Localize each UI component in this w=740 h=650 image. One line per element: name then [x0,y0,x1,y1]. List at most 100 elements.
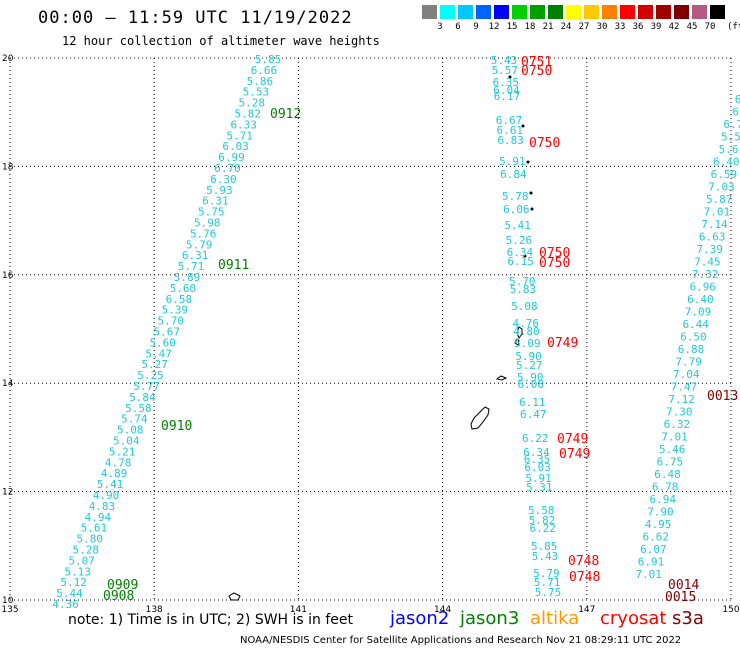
lat-lon-grid: 135 138 141 144 147 150 10 12 14 16 18 20 [1,54,739,615]
pass-time-label: 0908 [103,589,134,604]
swh-value: 6.62 [643,531,670,544]
pass-time-label: 0015 [665,590,696,605]
swh-value: 6.88 [678,343,705,356]
swh-value: 5.53 [243,86,270,99]
pass-time-label: 0750 [539,246,570,261]
islet [523,254,527,258]
swh-value: 6.40 [687,293,714,306]
swh-value: 6.70 [214,162,241,175]
swh-value: 4.80 [513,325,540,338]
swh-value: 6.48 [654,468,681,481]
swh-value: 6.33 [230,118,257,131]
swh-value: 5.85 [255,53,282,66]
swh-value: 7.32 [692,268,719,281]
swh-value: 7.14 [701,218,728,231]
legend-label: 33 [614,22,626,32]
legend-label: 15 [506,22,518,32]
swh-value: 5.71 [534,576,561,589]
swh-value: 7.01 [704,206,731,219]
legend-label: 9 [473,22,479,32]
swh-value: 6.22 [522,432,549,445]
swh-value: 5.82 [235,108,262,121]
legend-swatch [620,5,635,19]
swh-value: 5.58 [528,504,555,517]
legend-swatch [674,5,689,19]
swh-value: 5.84 [129,391,156,404]
swh-value: 5.87 [706,193,733,206]
legend-swatch [494,5,509,19]
legend-label: 36 [632,22,644,32]
swh-value: 5.27 [516,359,543,372]
legend-swatch [476,5,491,19]
swh-value: 7.30 [666,406,693,419]
legend-label: 70 [704,22,716,32]
swh-value: 6.22 [529,522,556,535]
swh-value: 4.94 [85,511,112,524]
swh-value: 4.83 [89,500,116,513]
swh-value: 6.11 [519,396,546,409]
swh-value: 5.85 [531,540,558,553]
footer-note: note: 1) Time is in UTC; 2) SWH is in fe… [68,612,354,628]
pass-time-label: 0750 [521,64,552,79]
swh-value: 5.71 [178,260,205,273]
swh-value: 6.67 [496,114,523,127]
swh-value: 7.04 [673,368,700,381]
swh-value: 5.09 [514,337,541,350]
legend-label: 30 [596,22,608,32]
legend-label: 18 [524,22,536,32]
swh-value: 5.07 [68,554,95,567]
pass-time-label: 0749 [559,447,590,462]
swh-value: 6.40 [713,156,740,169]
swh-value: 4.95 [645,518,672,531]
lon-tick-label: 144 [434,605,451,615]
swh-value: 5.43 [532,550,559,563]
lon-tick-label: 138 [146,605,163,615]
legend-swatch [530,5,545,19]
pass-time-label: 0013 [707,389,738,404]
legend-swatch [638,5,653,19]
guam-island [470,406,490,430]
swh-value: 6.91 [638,556,665,569]
pass-time-label: 0749 [547,336,578,351]
swh-value: 6.96 [690,281,717,294]
swh-value: 5.89 [174,271,201,284]
swh-value: 7.90 [647,506,674,519]
swh-value: 5.47 [145,347,172,360]
lon-tick-label: 135 [1,605,18,615]
swh-value: 5.76 [190,227,217,240]
swh-value: 5.61 [81,522,108,535]
swh-value: 4.76 [513,317,540,330]
swh-value: 6.63 [699,231,726,244]
pass-time-label: 0750 [529,136,560,151]
swh-value: 6.06 [503,203,530,216]
lat-tick-label: 16 [2,271,14,281]
legend-swatch [692,5,707,19]
swh-value: 7.09 [685,306,712,319]
swh-value: 6 [732,106,739,119]
swh-value: 5.08 [511,300,538,313]
swh-value: 6.08 [518,378,545,391]
pass-time-label: 0911 [218,258,249,273]
swh-value: 5.25 [137,369,164,382]
islet [521,124,525,128]
lon-tick-label: 141 [290,605,307,615]
swh-value: 6.83 [497,134,524,147]
swh-value: 5.98 [194,217,221,230]
legend-label: 39 [650,22,662,32]
swh-value: 5.26 [506,234,533,247]
satellite-jason3-label: jason3 [460,608,520,629]
swh-value: 6.94 [650,493,677,506]
swh-value: 6.35 [524,453,551,466]
swh-value: 5.74 [121,413,148,426]
swh-value: 6.44 [682,318,709,331]
satellite-cryosat-label: cryosat [600,608,667,629]
pass-time-label: 0910 [161,419,192,434]
legend-swatch [602,5,617,19]
satellite-s3a-label: s3a [672,608,704,629]
swh-value: 5.28 [73,544,100,557]
swh-value: 6.31 [182,249,209,262]
swh-value: 5.04 [113,435,140,448]
swh-value: 6.31 [202,195,229,208]
legend-label: 12 [488,22,500,32]
